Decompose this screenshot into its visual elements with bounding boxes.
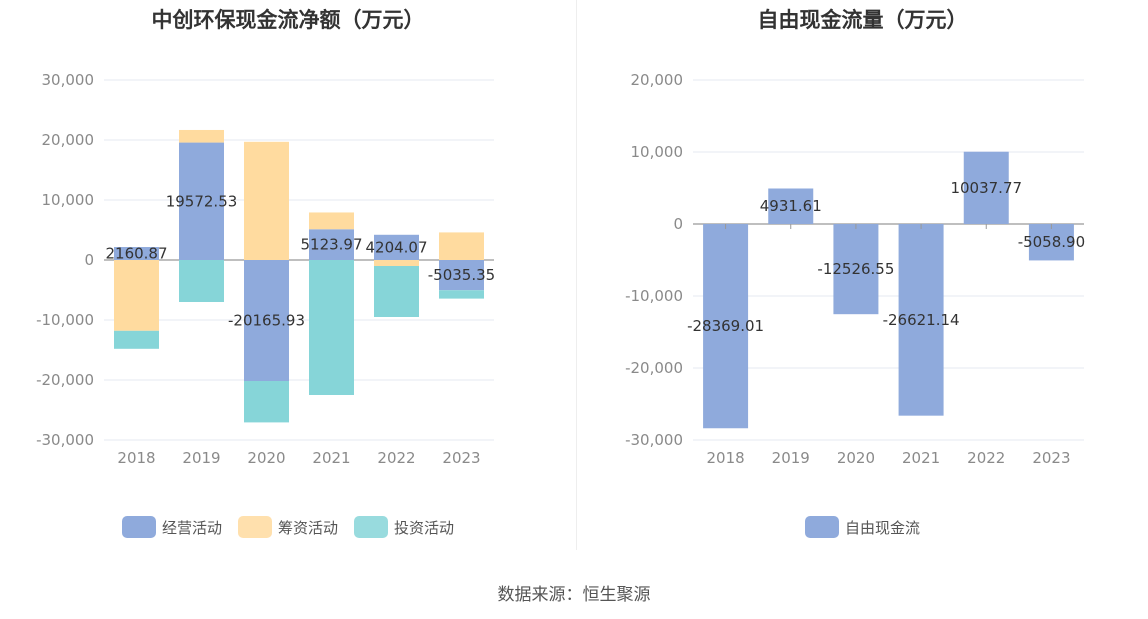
free-cash-flow-chart-panel: 自由现金流量（万元） 20,000 10,000 0 -10,000 -20,000 -3… bbox=[577, 0, 1148, 550]
data-label: -5058.90 bbox=[1018, 233, 1085, 251]
bar-经营活动-2021 bbox=[309, 229, 354, 260]
bar-投资活动-2023 bbox=[439, 290, 484, 299]
data-label: 10037.77 bbox=[950, 179, 1022, 197]
y-tick-label: -30,000 bbox=[36, 431, 94, 449]
x-tick-label: 2021 bbox=[902, 449, 940, 467]
bar-经营活动-2023 bbox=[439, 260, 484, 291]
bar-经营活动-2020 bbox=[244, 260, 289, 381]
y-tick-label: -20,000 bbox=[36, 371, 94, 389]
x-tick-label: 2020 bbox=[837, 449, 875, 467]
bar-经营活动-2019 bbox=[179, 142, 224, 260]
data-label: 4931.61 bbox=[760, 197, 822, 215]
legend-swatch bbox=[237, 516, 272, 538]
chart-title-left: 中创环保现金流净额（万元） bbox=[151, 8, 425, 32]
bar-投资活动-2022 bbox=[374, 266, 419, 317]
data-label: -12526.55 bbox=[817, 260, 894, 278]
bar-筹资活动-2018 bbox=[114, 260, 159, 331]
bar-自由现金流-2019 bbox=[768, 188, 814, 224]
x-tick-label: 2020 bbox=[247, 449, 285, 467]
bar-筹资活动-2019 bbox=[179, 129, 224, 143]
free-cash-flow-chart: 20,000 10,000 0 -10,000 -20,000 -30,000 2018 20… bbox=[625, 71, 1085, 467]
data-label: 4204.07 bbox=[365, 238, 427, 256]
y-tick-label: -10,000 bbox=[36, 311, 94, 329]
bar-自由现金流-2018 bbox=[703, 224, 749, 429]
x-tick-label: 2019 bbox=[772, 449, 810, 467]
x-tick-label: 2021 bbox=[312, 449, 350, 467]
legend-left: 经营活动 筹资活动 投资活动 bbox=[0, 516, 576, 538]
y-tick-label: 10,000 bbox=[42, 191, 95, 209]
bar-投资活动-2021 bbox=[309, 260, 354, 395]
bar-自由现金流-2020 bbox=[833, 224, 879, 315]
data-label: -5035.35 bbox=[428, 266, 495, 284]
x-tick-label: 2019 bbox=[182, 449, 220, 467]
legend-swatch bbox=[354, 516, 388, 538]
bar-自由现金流-2021 bbox=[898, 224, 944, 416]
legend-item[interactable]: 投资活动 bbox=[354, 516, 454, 538]
y-tick-label: 30,000 bbox=[42, 71, 95, 89]
data-label: 19572.53 bbox=[166, 192, 238, 210]
bar-投资活动-2020 bbox=[244, 380, 289, 423]
bar-筹资活动-2021 bbox=[309, 212, 354, 230]
x-tick-label: 2022 bbox=[967, 449, 1005, 467]
bar-经营活动-2022 bbox=[374, 234, 419, 260]
legend-label: 筹资活动 bbox=[277, 518, 338, 537]
y-tick-label: -10,000 bbox=[625, 287, 683, 305]
bar-筹资活动-2022 bbox=[374, 260, 419, 266]
data-label: 2160.87 bbox=[105, 245, 167, 263]
chart-title-right: 自由现金流量（万元） bbox=[757, 8, 968, 32]
x-tick-label: 2018 bbox=[706, 449, 744, 467]
legend-swatch bbox=[804, 516, 839, 538]
data-label: -20165.93 bbox=[228, 311, 305, 329]
cash-flow-net-chart: 30,000 20,000 10,000 0 -10,000 -20,000 -30,000… bbox=[36, 71, 495, 467]
legend-label: 经营活动 bbox=[161, 518, 222, 537]
y-tick-label: 10,000 bbox=[631, 143, 684, 161]
legend-label: 投资活动 bbox=[394, 518, 455, 537]
y-tick-label: 20,000 bbox=[631, 71, 684, 89]
legend-item[interactable]: 筹资活动 bbox=[237, 516, 338, 538]
y-tick-label: -20,000 bbox=[625, 359, 683, 377]
y-tick-label: -30,000 bbox=[625, 431, 683, 449]
data-label: -28369.01 bbox=[687, 317, 764, 335]
legend-item[interactable]: 自由现金流 bbox=[804, 516, 920, 538]
bar-自由现金流-2022 bbox=[963, 151, 1009, 224]
legend-right: 自由现金流 bbox=[577, 516, 1148, 538]
y-tick-label: 0 bbox=[84, 251, 94, 269]
bar-投资活动-2018 bbox=[114, 330, 159, 349]
x-tick-label: 2022 bbox=[377, 449, 415, 467]
data-label: -26621.14 bbox=[883, 311, 960, 329]
x-tick-label: 2018 bbox=[117, 449, 155, 467]
bar-筹资活动-2020 bbox=[244, 141, 289, 260]
bar-自由现金流-2023 bbox=[1028, 224, 1074, 261]
x-tick-label: 2023 bbox=[1032, 449, 1070, 467]
legend-item[interactable]: 经营活动 bbox=[121, 516, 222, 538]
bar-筹资活动-2023 bbox=[439, 232, 484, 260]
legend-swatch bbox=[121, 516, 156, 538]
y-tick-label: 0 bbox=[673, 215, 683, 233]
bar-投资活动-2019 bbox=[179, 260, 224, 302]
cash-flow-net-chart-panel: 中创环保现金流净额（万元） 30,000 20,000 10,000 0 -10,000… bbox=[0, 0, 576, 550]
x-tick-label: 2023 bbox=[442, 449, 480, 467]
data-label: 5123.97 bbox=[300, 236, 362, 254]
legend-label: 自由现金流 bbox=[844, 518, 920, 537]
data-source-note: 数据来源：恒生聚源 bbox=[497, 585, 651, 605]
y-tick-label: 20,000 bbox=[42, 131, 95, 149]
panel-divider bbox=[576, 0, 577, 550]
bar-经营活动-2018 bbox=[114, 247, 159, 260]
